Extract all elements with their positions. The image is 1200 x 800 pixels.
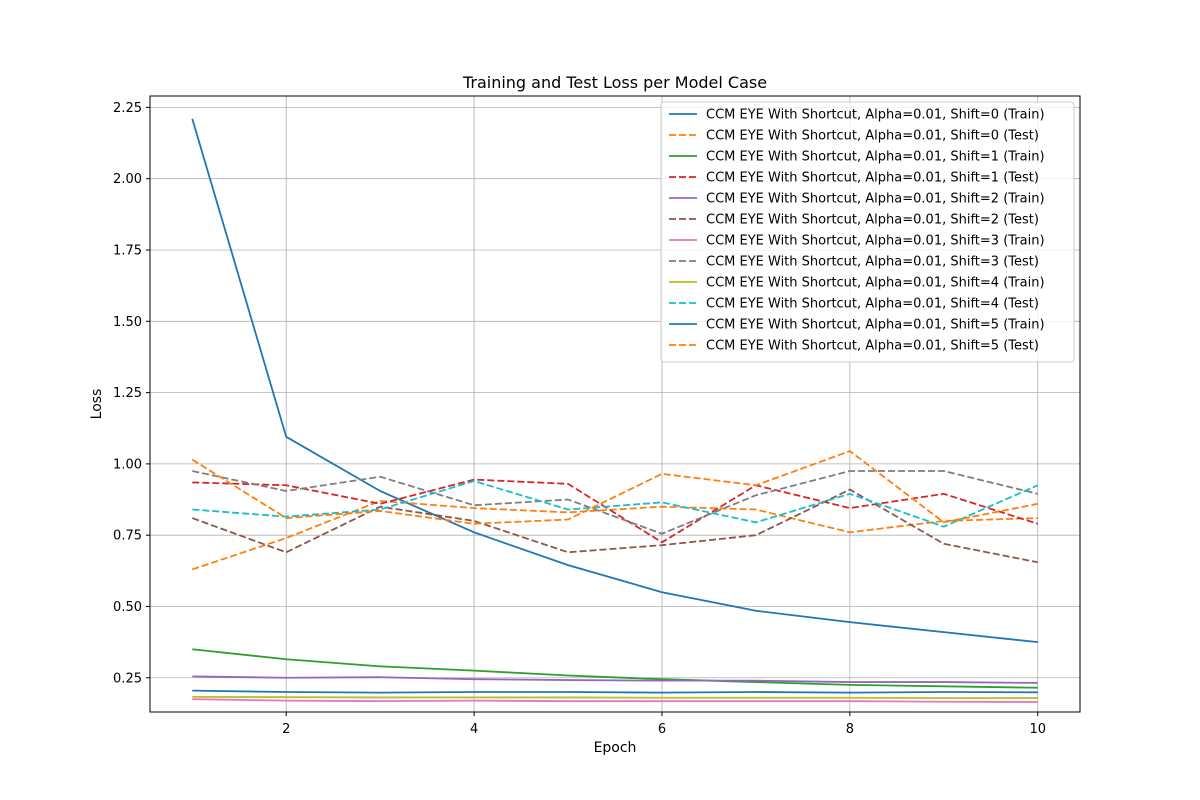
legend-entry-label: CCM EYE With Shortcut, Alpha=0.01, Shift… (706, 150, 1045, 165)
y-tick-label: 1.00 (113, 457, 142, 472)
legend-entry-label: CCM EYE With Shortcut, Alpha=0.01, Shift… (706, 297, 1039, 312)
x-tick-label: 6 (658, 722, 666, 737)
legend-entry-label: CCM EYE With Shortcut, Alpha=0.01, Shift… (706, 171, 1039, 186)
y-tick-label: 1.50 (113, 315, 142, 330)
series-line-11 (192, 689, 1038, 694)
x-tick-label: 10 (1029, 722, 1046, 737)
y-tick-label: 0.50 (113, 600, 142, 615)
series-line-1 (191, 118, 1038, 644)
series-line-9 (192, 695, 1038, 699)
y-tick-label: 2.25 (113, 101, 142, 116)
x-tick-label: 2 (282, 722, 290, 737)
legend-entry-label: CCM EYE With Shortcut, Alpha=0.01, Shift… (706, 339, 1039, 354)
ticks: 2 4 6 8 10 0.25 0.50 0.75 1.00 1.25 1.50 1.75 2.00 2.… (113, 101, 1046, 737)
series-line-10 (192, 480, 1039, 528)
series-line-7 (192, 698, 1038, 703)
series-line-8 (192, 470, 1038, 535)
legend-entry-label: CCM EYE With Shortcut, Alpha=0.01, Shift… (706, 318, 1045, 333)
legend-entry-label: CCM EYE With Shortcut, Alpha=0.01, Shift… (706, 213, 1039, 228)
y-tick-label: 0.25 (113, 671, 142, 686)
y-axis-label: Loss (89, 389, 105, 420)
y-tick-label: 0.75 (113, 529, 142, 544)
series-line-6 (191, 488, 1038, 564)
legend-entry-label: CCM EYE With Shortcut, Alpha=0.01, Shift… (706, 192, 1045, 207)
series-line-4 (192, 478, 1039, 544)
x-axis-label: Epoch (594, 740, 637, 756)
y-tick-label: 1.75 (113, 244, 142, 259)
legend-entry-label: CCM EYE With Shortcut, Alpha=0.01, Shift… (706, 234, 1045, 249)
x-tick-label: 4 (470, 722, 478, 737)
legend: CCM EYE With Shortcut, Alpha=0.01, Shift… (660, 101, 1075, 363)
legend-entry-label: CCM EYE With Shortcut, Alpha=0.01, Shift… (706, 276, 1045, 291)
legend-entry-label: CCM EYE With Shortcut, Alpha=0.01, Shift… (706, 255, 1039, 270)
series-line-12 (191, 450, 1038, 525)
series-line-3 (192, 648, 1038, 689)
legend-box (660, 101, 1075, 363)
series-line-2 (191, 500, 1038, 571)
y-tick-label: 1.25 (113, 386, 142, 401)
x-tick-label: 8 (846, 722, 854, 737)
plot-frame (149, 95, 1081, 713)
y-tick-label: 2.00 (113, 172, 142, 187)
chart-title: Training and Test Loss per Model Case (462, 73, 767, 92)
series-layer (191, 118, 1039, 703)
legend-entry-label: CCM EYE With Shortcut, Alpha=0.01, Shift… (706, 108, 1045, 123)
legend-entry-label: CCM EYE With Shortcut, Alpha=0.01, Shift… (706, 129, 1039, 144)
series-line-5 (192, 675, 1038, 684)
